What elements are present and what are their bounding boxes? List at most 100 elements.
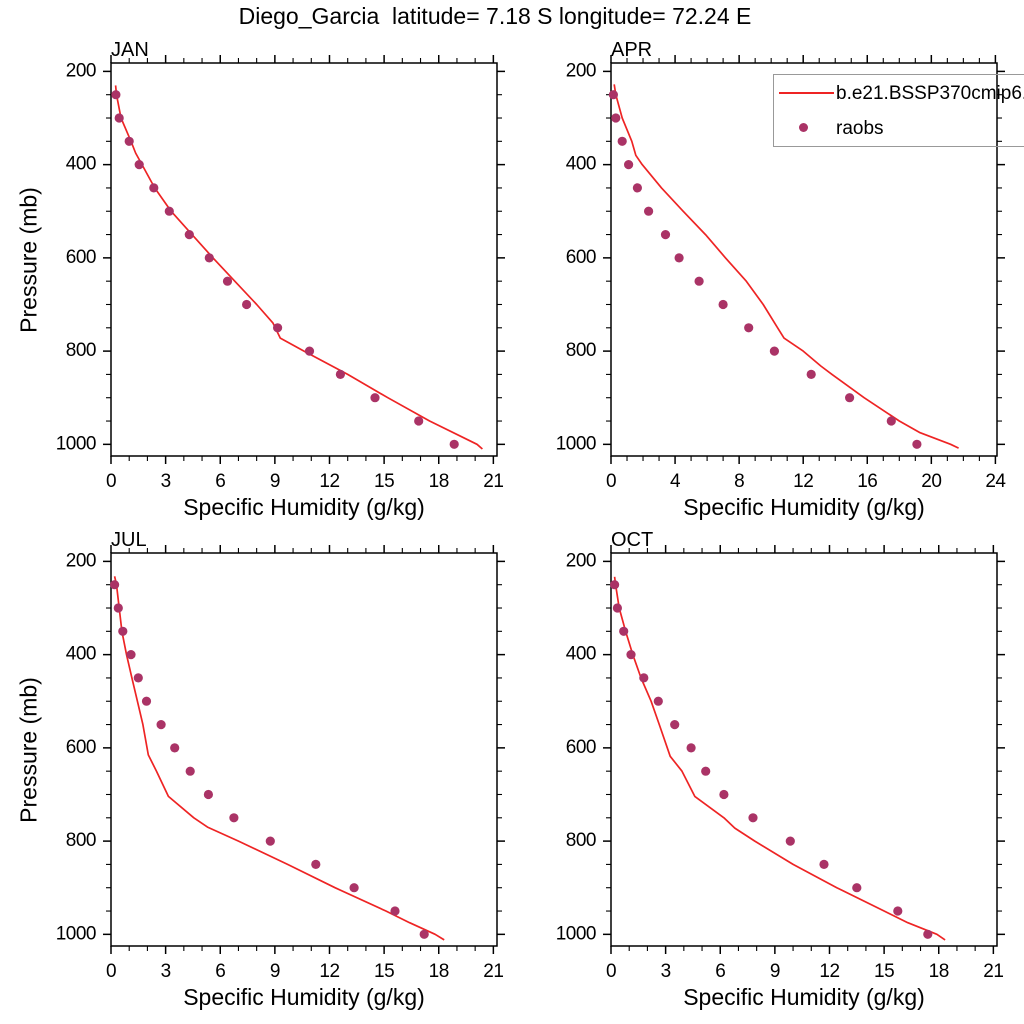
raobs-dot xyxy=(242,299,252,310)
raobs-dot xyxy=(744,323,754,333)
raobs-dot xyxy=(653,696,663,706)
raobs-dot xyxy=(852,883,862,893)
raobs-dot xyxy=(660,230,671,240)
raobs-dot xyxy=(390,906,400,916)
raobs-dot xyxy=(229,813,239,823)
x-tick-label: 12 xyxy=(319,471,339,492)
raobs-dot xyxy=(449,439,459,449)
raobs-dot xyxy=(612,603,623,613)
x-tick-label: 0 xyxy=(106,961,116,982)
x-tick-label: 24 xyxy=(985,471,1006,492)
raobs-dot xyxy=(819,859,829,870)
y-tick-label: 200 xyxy=(66,550,96,571)
x-axis-title-oct: Specific Humidity (g/kg) xyxy=(683,984,925,1010)
x-tick-label: 6 xyxy=(715,961,725,982)
raobs-dot xyxy=(170,743,180,753)
panel-title-apr: APR xyxy=(611,39,653,61)
legend-row-model: b.e21.BSSP370cmip6. xyxy=(774,75,1024,110)
raobs-dot xyxy=(639,673,649,683)
raobs-dot xyxy=(126,650,136,660)
panel-apr: 0 4 8 12 16 20 24 200 400 600 800 1000 xyxy=(556,55,1007,492)
x-tick-label: 21 xyxy=(483,471,503,492)
y-tick-label: 600 xyxy=(66,247,96,268)
y-tick-label: 200 xyxy=(566,60,596,81)
y-axis-title-jul: Pressure (mb) xyxy=(15,677,42,823)
legend-marker-sample xyxy=(799,123,808,132)
x-tick-label: 12 xyxy=(819,961,839,982)
y-tick-label: 600 xyxy=(566,737,596,758)
x-tick-label: 18 xyxy=(429,961,449,982)
x-tick-label: 21 xyxy=(483,961,503,982)
y-tick-label: 400 xyxy=(566,644,596,665)
x-tick-label: 4 xyxy=(670,471,681,492)
x-tick-label: 8 xyxy=(734,471,744,492)
raobs-dot xyxy=(204,253,214,263)
raobs-dot xyxy=(184,230,194,240)
panel-oct: 0 3 6 9 12 15 18 21 200 400 600 800 1000 xyxy=(556,545,1005,982)
x-tick-label: 9 xyxy=(270,471,280,492)
x-axis-title-apr: Specific Humidity (g/kg) xyxy=(683,494,925,520)
raobs-dot xyxy=(311,859,321,870)
x-tick-label: 9 xyxy=(270,961,280,982)
y-tick-label: 600 xyxy=(66,737,96,758)
raobs-dot xyxy=(370,393,380,403)
x-tick-label: 3 xyxy=(161,961,171,982)
x-tick-label: 6 xyxy=(215,471,225,492)
raobs-dot xyxy=(111,90,121,100)
legend-row-raobs: raobs xyxy=(774,110,1024,145)
raobs-dot xyxy=(632,183,643,193)
x-tick-label: 6 xyxy=(215,961,225,982)
raobs-dot xyxy=(619,626,629,636)
raobs-dot xyxy=(694,276,704,286)
x-tick-label: 18 xyxy=(929,961,949,982)
model-line xyxy=(613,84,959,449)
raobs-dot xyxy=(149,183,159,193)
raobs-dot xyxy=(674,253,684,263)
y-tick-label: 1000 xyxy=(56,433,96,454)
raobs-dot xyxy=(626,650,636,660)
y-tick-label: 400 xyxy=(566,154,596,175)
x-tick-label: 0 xyxy=(106,471,116,492)
legend-raobs-label: raobs xyxy=(836,118,884,139)
legend: b.e21.BSSP370cmip6. raobs xyxy=(773,74,1024,147)
plot-frame xyxy=(110,552,498,947)
raobs-dot xyxy=(114,113,124,123)
legend-model-label: b.e21.BSSP370cmip6. xyxy=(836,83,1024,104)
plot-frame xyxy=(110,62,498,457)
raobs-dot xyxy=(304,346,315,356)
raobs-dot xyxy=(273,323,283,333)
raobs-dot xyxy=(748,813,758,823)
raobs-dot xyxy=(718,299,728,310)
plot-frame xyxy=(610,62,998,457)
raobs-dot xyxy=(624,160,634,170)
x-tick-label: 15 xyxy=(374,471,394,492)
raobs-dot xyxy=(893,906,903,916)
x-tick-label: 9 xyxy=(770,961,780,982)
y-axis-title-jan: Pressure (mb) xyxy=(15,187,42,333)
raobs-dot xyxy=(912,439,922,449)
raobs-dot xyxy=(164,206,174,216)
raobs-dot xyxy=(335,369,345,379)
x-tick-label: 20 xyxy=(921,471,941,492)
x-tick-label: 16 xyxy=(857,471,877,492)
x-tick-label: 15 xyxy=(374,961,394,982)
raobs-dot xyxy=(265,836,275,846)
model-line xyxy=(113,576,445,941)
raobs-dot xyxy=(686,743,696,753)
plot-frame xyxy=(610,552,998,947)
raobs-dot xyxy=(134,160,144,170)
raobs-dot xyxy=(349,883,359,893)
panel-jan: 0 3 6 9 12 15 18 21 200 400 600 800 1000 xyxy=(56,55,505,492)
y-tick-label: 800 xyxy=(66,340,96,361)
raobs-dot xyxy=(419,929,429,939)
x-tick-label: 12 xyxy=(319,961,339,982)
raobs-dot xyxy=(118,626,128,636)
raobs-dot xyxy=(185,766,195,776)
x-tick-label: 0 xyxy=(606,471,616,492)
y-tick-label: 800 xyxy=(566,830,596,851)
y-tick-label: 1000 xyxy=(556,923,596,944)
raobs-dot xyxy=(608,90,619,100)
y-tick-label: 400 xyxy=(66,644,96,665)
x-tick-label: 0 xyxy=(606,961,616,982)
x-tick-label: 12 xyxy=(793,471,813,492)
